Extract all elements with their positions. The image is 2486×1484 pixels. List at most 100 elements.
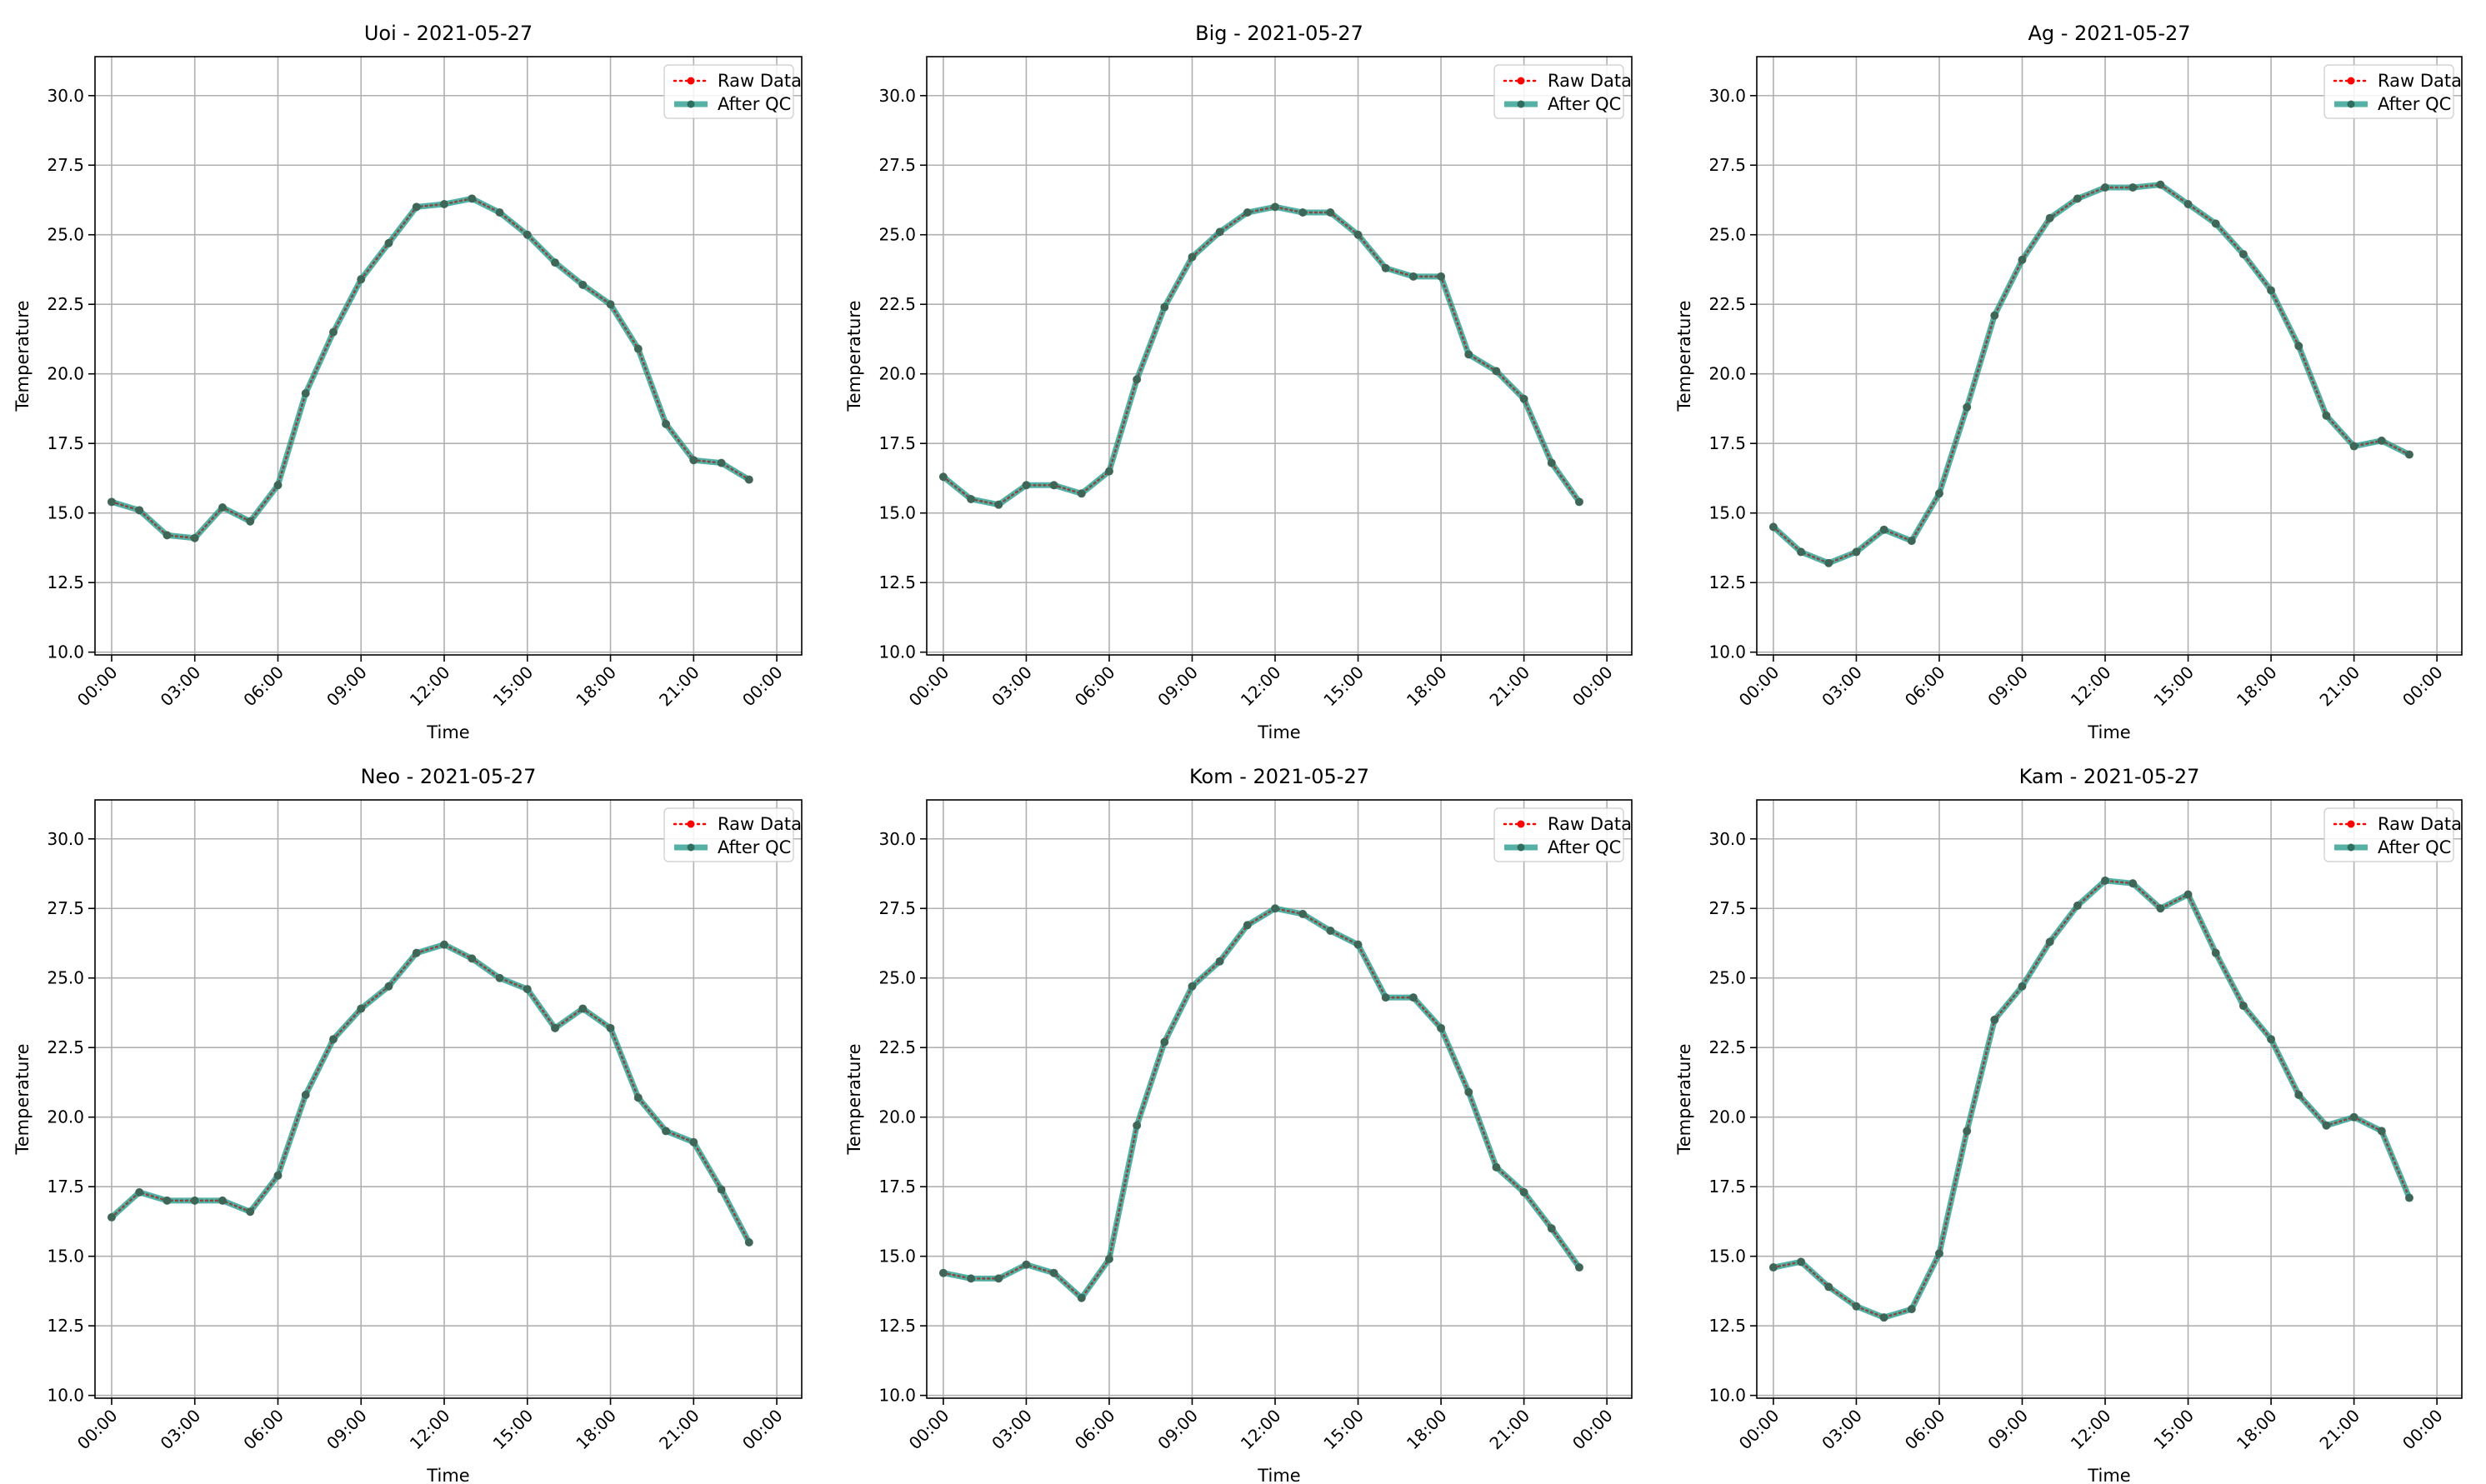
x-axis-label: Time [1257, 722, 1300, 742]
series-raw-data [939, 904, 1583, 1302]
data-point-after-qc [2128, 182, 2138, 192]
y-axis-label: Temperature [13, 1043, 33, 1155]
legend-marker-after-qc [687, 843, 695, 852]
data-point-after-qc [495, 973, 504, 982]
legend-marker-after-qc [2347, 843, 2355, 852]
series-after-qc [941, 203, 1582, 508]
data-point-after-qc [2211, 948, 2220, 957]
legend-marker-after-qc [687, 100, 695, 108]
y-tick-label: 25.0 [1708, 225, 1746, 245]
data-point-after-qc [1049, 481, 1058, 490]
data-point-after-qc [1104, 467, 1113, 476]
data-point-after-qc [1160, 302, 1169, 312]
y-tick-label: 20.0 [1708, 364, 1746, 384]
data-point-after-qc [468, 954, 477, 963]
data-point-after-qc [2211, 219, 2220, 228]
data-point-after-qc [163, 531, 172, 540]
data-point-after-qc [357, 1004, 366, 1013]
y-tick-label: 25.0 [47, 968, 84, 988]
data-point-after-qc [2156, 180, 2165, 189]
data-point-after-qc [1768, 522, 1778, 532]
data-point-after-qc [689, 1137, 698, 1147]
x-tick-label: 21:00 [2315, 662, 2363, 711]
y-tick-label: 12.5 [878, 572, 916, 592]
x-ticks: 00:00 03:00 06:00 09:00 12:00 15:00 18:00 21:00… [73, 655, 787, 710]
y-tick-label: 20.0 [878, 364, 916, 384]
x-tick-label: 12:00 [406, 1406, 454, 1454]
legend-label-after-qc: After QC [2378, 94, 2451, 114]
data-point-after-qc [218, 1196, 227, 1205]
legend-label-after-qc: After QC [1548, 94, 1621, 114]
series-line-raw-data [942, 206, 1581, 506]
y-tick-label: 30.0 [1708, 829, 1746, 849]
data-point-after-qc [1022, 481, 1031, 490]
x-tick-label: 06:00 [1071, 662, 1119, 711]
subplot-2: 00:00 03:00 06:00 09:00 12:00 15:00 18:00 21:00… [844, 22, 1633, 742]
grid [95, 800, 802, 1398]
chart-title: Neo - 2021-05-27 [361, 765, 537, 788]
legend-label-raw: Raw Data [1548, 814, 1632, 834]
data-point-after-qc [662, 419, 671, 428]
series-after-qc [109, 942, 752, 1244]
subplot-6: 00:00 03:00 06:00 09:00 12:00 15:00 18:00 21:00… [1674, 765, 2463, 1484]
y-tick-label: 15.0 [878, 1247, 916, 1267]
x-tick-label: 03:00 [988, 1406, 1036, 1454]
y-tick-label: 20.0 [1708, 1107, 1746, 1127]
legend-label-raw: Raw Data [1548, 71, 1632, 91]
data-point-after-qc [523, 230, 532, 239]
y-axis-label: Temperature [1674, 1043, 1694, 1155]
x-tick-label: 12:00 [406, 662, 454, 711]
data-point-after-qc [135, 1187, 144, 1197]
data-point-after-qc [1879, 525, 1888, 534]
y-axis-label: Temperature [1674, 300, 1694, 412]
data-point-after-qc [1077, 489, 1086, 498]
y-ticks: 10.0 12.5 15.0 17.5 20.0 22.5 25.0 27.5 30.0 [47, 829, 95, 1406]
legend-marker-raw [687, 820, 695, 828]
x-ticks: 00:00 03:00 06:00 09:00 12:00 15:00 18:00 21:00… [905, 1398, 1617, 1453]
subplot-4: 00:00 03:00 06:00 09:00 12:00 15:00 18:00 21:00… [13, 765, 803, 1484]
x-tick-label: 03:00 [1818, 662, 1866, 711]
y-tick-label: 12.5 [878, 1316, 916, 1336]
y-tick-label: 27.5 [1708, 155, 1746, 175]
series-line-raw-data [1772, 879, 2411, 1319]
series-line-after-qc [941, 203, 1582, 508]
data-point-after-qc [273, 1171, 283, 1180]
x-tick-label: 09:00 [323, 662, 371, 711]
data-point-after-qc [440, 940, 449, 949]
y-tick-label: 22.5 [1708, 294, 1746, 314]
legend-label-raw: Raw Data [718, 814, 802, 834]
data-point-after-qc [107, 497, 116, 507]
legend-marker-after-qc [1517, 100, 1525, 108]
x-tick-label: 03:00 [157, 662, 205, 711]
data-point-after-qc [1381, 993, 1390, 1002]
y-tick-label: 22.5 [47, 1037, 84, 1057]
data-point-after-qc [1381, 263, 1390, 272]
x-tick-label: 21:00 [2315, 1406, 2363, 1454]
y-ticks: 10.0 12.5 15.0 17.5 20.0 22.5 25.0 27.5 30.0 [878, 829, 927, 1406]
data-point-after-qc [357, 275, 366, 284]
data-point-after-qc [717, 1185, 726, 1194]
x-tick-label: 09:00 [1983, 662, 2032, 711]
data-point-after-qc [2018, 255, 2027, 264]
x-axis-label: Time [1257, 1466, 1300, 1484]
data-point-after-qc [273, 481, 283, 490]
data-point-after-qc [994, 500, 1003, 509]
data-point-after-qc [1326, 926, 1335, 935]
data-point-after-qc [1326, 208, 1335, 217]
data-point-after-qc [1408, 993, 1418, 1002]
data-point-after-qc [2267, 1035, 2276, 1044]
axes-frame [926, 56, 1633, 656]
y-tick-label: 30.0 [47, 86, 84, 106]
data-point-after-qc [994, 1274, 1003, 1283]
chart-title: Kam - 2021-05-27 [2019, 765, 2200, 788]
data-point-after-qc [412, 948, 421, 957]
data-point-after-qc [1133, 375, 1142, 384]
y-tick-label: 17.5 [1708, 1177, 1746, 1197]
y-tick-label: 10.0 [1708, 1386, 1746, 1406]
subplot-5: 00:00 03:00 06:00 09:00 12:00 15:00 18:00 21:00… [844, 765, 1633, 1484]
y-tick-label: 30.0 [878, 829, 916, 849]
data-point-after-qc [328, 1035, 338, 1044]
data-point-after-qc [1408, 272, 1418, 281]
data-point-after-qc [1077, 1293, 1086, 1302]
data-point-after-qc [1160, 1037, 1169, 1047]
